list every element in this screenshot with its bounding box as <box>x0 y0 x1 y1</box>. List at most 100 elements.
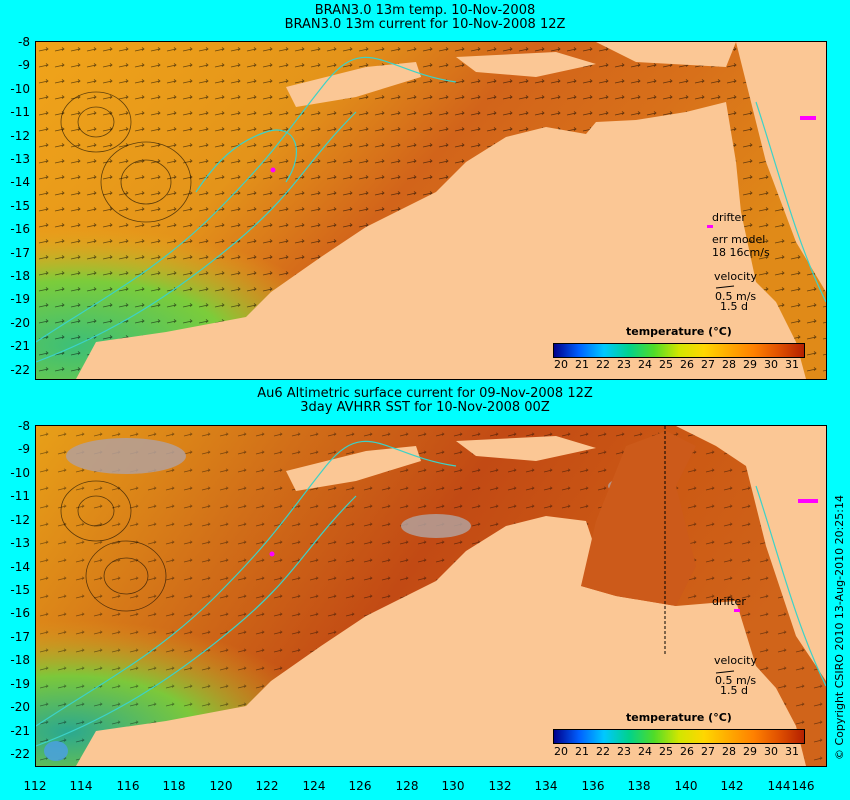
lon-tick: 146 <box>791 779 815 793</box>
bottom-map-svg <box>36 426 826 766</box>
land-north-strip <box>596 42 736 67</box>
colorbar-tick: 30 <box>764 358 778 371</box>
drifter-marker <box>269 551 275 557</box>
drifter-legend-symbol <box>734 609 740 612</box>
lon-tick: 116 <box>116 779 140 793</box>
eddies <box>60 480 167 612</box>
colorbar-tick: 24 <box>638 358 652 371</box>
lat-tick: -16 <box>10 222 30 236</box>
lat-tick: -18 <box>10 653 30 667</box>
lon-tick: 140 <box>674 779 698 793</box>
lat-tick: -15 <box>10 199 30 213</box>
lat-tick: -17 <box>10 630 30 644</box>
bottom-panel-title: Au6 Altimetric surface current for 09-No… <box>257 386 593 401</box>
velocity-scale-time: 1.5 d <box>720 684 748 697</box>
drifter-track <box>800 116 816 120</box>
err-model-value: 18 16cm/s <box>712 246 770 259</box>
lon-tick: 134 <box>534 779 558 793</box>
land-australia <box>76 102 806 379</box>
colorbar-tick: 21 <box>575 358 589 371</box>
drifter-track <box>798 499 818 503</box>
lat-tick: -20 <box>10 700 30 714</box>
land-northeast <box>736 42 826 292</box>
colorbar-tick: 25 <box>659 745 673 758</box>
colorbar-tick: 23 <box>617 358 631 371</box>
bottom-map-panel: drifter velocity 0.5 m/s 1.5 d temperatu… <box>35 425 827 767</box>
colorbar-tick: 28 <box>722 745 736 758</box>
lat-tick: -8 <box>18 35 30 49</box>
top-map-panel: drifter err model 18 16cm/s velocity 0.5… <box>35 41 827 380</box>
colorbar-tick: 22 <box>596 358 610 371</box>
bathymetry-contours <box>36 440 826 747</box>
lat-tick: -21 <box>10 724 30 738</box>
colorbar-tick: 25 <box>659 358 673 371</box>
lat-tick: -8 <box>18 419 30 433</box>
lat-tick: -11 <box>10 489 30 503</box>
land-islands <box>456 436 596 461</box>
lat-tick: -19 <box>10 292 30 306</box>
err-model-label: err model <box>712 233 766 246</box>
drifter-legend-symbol <box>707 225 713 228</box>
top-panel-title: BRAN3.0 13m temp. 10-Nov-2008 <box>314 3 536 18</box>
lat-tick: -14 <box>10 175 30 189</box>
bottom-panel-subtitle: 3day AVHRR SST for 10-Nov-2008 00Z <box>300 400 550 415</box>
lat-tick: -20 <box>10 316 30 330</box>
velocity-legend-label: velocity <box>714 270 757 283</box>
lon-tick: 120 <box>209 779 233 793</box>
land-australia <box>76 516 806 766</box>
land-timor <box>286 62 421 107</box>
lat-tick: -9 <box>18 58 30 72</box>
colorbar-tick: 26 <box>680 358 694 371</box>
copyright-text: © Copyright CSIRO 2010 13-Aug-2010 20:25… <box>833 494 846 760</box>
lat-tick: -10 <box>10 466 30 480</box>
cloud-gaps <box>44 438 644 761</box>
lon-tick: 114 <box>69 779 93 793</box>
lat-tick: -18 <box>10 269 30 283</box>
drifter-marker <box>270 167 276 173</box>
colorbar-tick: 27 <box>701 358 715 371</box>
lat-tick: -16 <box>10 606 30 620</box>
lat-tick: -22 <box>10 747 30 761</box>
colorbar-tick: 30 <box>764 745 778 758</box>
lat-tick: -21 <box>10 339 30 353</box>
lon-tick: 128 <box>395 779 419 793</box>
land-arnhem-sea <box>581 431 696 606</box>
lat-tick: -17 <box>10 246 30 260</box>
lon-tick: 112 <box>23 779 47 793</box>
lon-tick: 118 <box>162 779 186 793</box>
colorbar-tick: 24 <box>638 745 652 758</box>
colorbar-tick: 31 <box>785 358 799 371</box>
land-timor <box>286 446 421 491</box>
lat-tick: -13 <box>10 152 30 166</box>
colorbar <box>553 729 805 744</box>
velocity-scale-arrow <box>715 285 735 289</box>
lat-tick: -12 <box>10 513 30 527</box>
colorbar-tick: 20 <box>554 745 568 758</box>
colorbar-tick: 27 <box>701 745 715 758</box>
drifter-legend-label: drifter <box>712 595 746 608</box>
lon-tick: 126 <box>348 779 372 793</box>
velocity-scale-arrow <box>715 670 735 674</box>
land-islands <box>456 52 596 77</box>
colorbar-title: temperature (°C) <box>626 711 732 724</box>
colorbar-tick: 29 <box>743 358 757 371</box>
lat-tick: -22 <box>10 363 30 377</box>
velocity-scale-time: 1.5 d <box>720 300 748 313</box>
lon-tick: 122 <box>255 779 279 793</box>
lon-tick: 138 <box>627 779 651 793</box>
lat-tick: -9 <box>18 442 30 456</box>
velocity-legend-label: velocity <box>714 654 757 667</box>
colorbar-tick: 22 <box>596 745 610 758</box>
colorbar-tick: 20 <box>554 358 568 371</box>
lat-tick: -11 <box>10 105 30 119</box>
lon-tick: 144 <box>767 779 791 793</box>
lon-tick: 124 <box>302 779 326 793</box>
velocity-scale-value: 0.5 m/s <box>715 674 757 687</box>
lon-tick: 136 <box>581 779 605 793</box>
lon-tick: 130 <box>441 779 465 793</box>
lat-tick: -10 <box>10 82 30 96</box>
colorbar-tick: 23 <box>617 745 631 758</box>
lon-tick: 142 <box>720 779 744 793</box>
colorbar-tick: 28 <box>722 358 736 371</box>
top-panel-subtitle: BRAN3.0 13m current for 10-Nov-2008 12Z <box>284 17 566 32</box>
